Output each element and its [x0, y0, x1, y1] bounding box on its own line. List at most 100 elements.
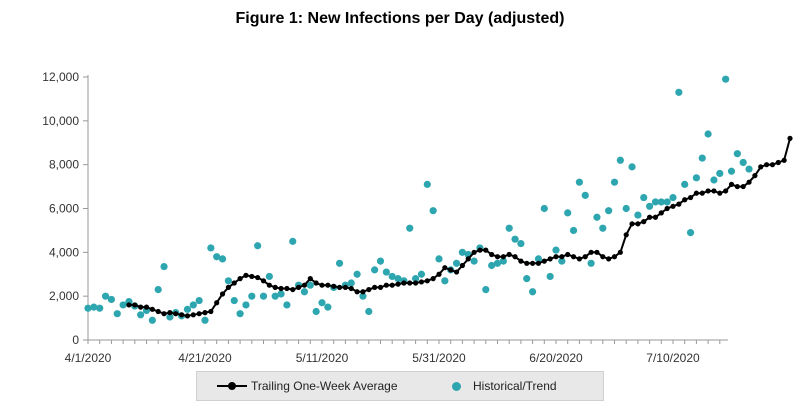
trend-point [622, 204, 630, 213]
average-point [436, 271, 442, 277]
trend-point [224, 277, 232, 285]
trend-point [166, 313, 174, 321]
trend-point [382, 268, 390, 276]
y-tick-label: 10,000 [42, 114, 79, 128]
average-point [535, 260, 542, 266]
average-point [676, 201, 682, 207]
average-point [582, 254, 588, 260]
trend-point [681, 180, 689, 188]
average-point [184, 313, 191, 319]
average-point [366, 286, 372, 293]
legend-item-trend: Historical/Trend [442, 372, 557, 400]
trend-point [324, 303, 332, 311]
average-point [570, 254, 577, 260]
trend-point [686, 229, 695, 237]
trend-point [265, 272, 273, 281]
average-point [266, 282, 272, 288]
x-tick-label: 4/1/2020 [65, 351, 112, 365]
trend-point [289, 237, 297, 245]
trend-point [669, 193, 677, 202]
average-point [740, 183, 746, 190]
average-point [600, 254, 606, 260]
average-point [260, 278, 267, 284]
trend-point [739, 158, 747, 167]
trend-point [318, 299, 326, 307]
trend-point [148, 316, 156, 324]
average-point [278, 285, 284, 292]
y-tick-label: 0 [72, 333, 79, 347]
y-tick-label: 8,000 [49, 158, 79, 172]
average-point [190, 312, 196, 318]
x-tick-label: 4/21/2020 [178, 351, 232, 365]
average-point [635, 221, 641, 227]
trend-point [733, 150, 741, 158]
chart-axes [87, 75, 728, 341]
average-point [196, 311, 202, 317]
trend-point [657, 198, 665, 206]
average-point [360, 289, 366, 295]
y-axis-ticks: 0 2,000 4,000 6,000 8,000 10,000 12,000 [42, 70, 88, 347]
average-point [758, 164, 764, 170]
average-point [512, 254, 518, 260]
average-point [372, 284, 378, 290]
average-point [541, 258, 547, 264]
average-point [179, 312, 185, 318]
trend-point [183, 305, 192, 313]
average-point [126, 302, 132, 308]
average-point [319, 282, 325, 288]
average-point [336, 284, 343, 290]
trend-point [692, 174, 701, 182]
trend-point [722, 75, 730, 83]
trend-point [505, 224, 513, 232]
average-point [413, 280, 419, 286]
average-point [389, 282, 395, 288]
legend-label-trend: Historical/Trend [473, 379, 557, 393]
legend-item-average: Trailing One-Week Average [217, 372, 398, 400]
trend-series [84, 75, 753, 324]
average-point [407, 280, 413, 286]
average-point [149, 306, 155, 312]
average-point [471, 249, 477, 255]
average-point [705, 188, 711, 194]
average-point [249, 273, 255, 280]
trend-point [727, 167, 736, 175]
average-point [518, 258, 524, 264]
trend-point [388, 272, 396, 281]
trend-point [119, 301, 127, 309]
trend-point [107, 295, 115, 304]
average-point [348, 285, 354, 292]
trend-point [529, 288, 537, 296]
average-point [559, 254, 565, 260]
average-point [325, 282, 331, 288]
trend-point [558, 257, 566, 265]
average-point [331, 283, 337, 289]
average-point [138, 304, 144, 310]
trend-point [610, 178, 619, 186]
average-point [699, 190, 705, 196]
trend-point [710, 176, 718, 184]
trend-point [651, 198, 660, 206]
trend-point [435, 255, 443, 263]
average-point [301, 282, 308, 288]
average-point [670, 203, 676, 209]
trend-point [593, 213, 601, 221]
average-point [547, 256, 553, 262]
trend-point [581, 191, 589, 199]
average-point [530, 260, 536, 266]
trend-point [552, 246, 560, 254]
average-point [424, 278, 430, 284]
average-point [225, 284, 231, 290]
average-point [658, 210, 664, 216]
y-tick-label: 4,000 [49, 245, 79, 259]
average-point [752, 173, 758, 179]
average-point [611, 254, 618, 260]
trend-point [745, 165, 753, 173]
trend-point [101, 292, 110, 300]
average-point [377, 284, 384, 290]
x-tick-label: 5/11/2020 [296, 351, 349, 365]
trend-point [277, 290, 285, 298]
trend-point [663, 198, 671, 206]
average-point [489, 251, 495, 258]
chart-title: Figure 1: New Infections per Day (adjust… [235, 10, 565, 27]
average-point [155, 308, 161, 315]
